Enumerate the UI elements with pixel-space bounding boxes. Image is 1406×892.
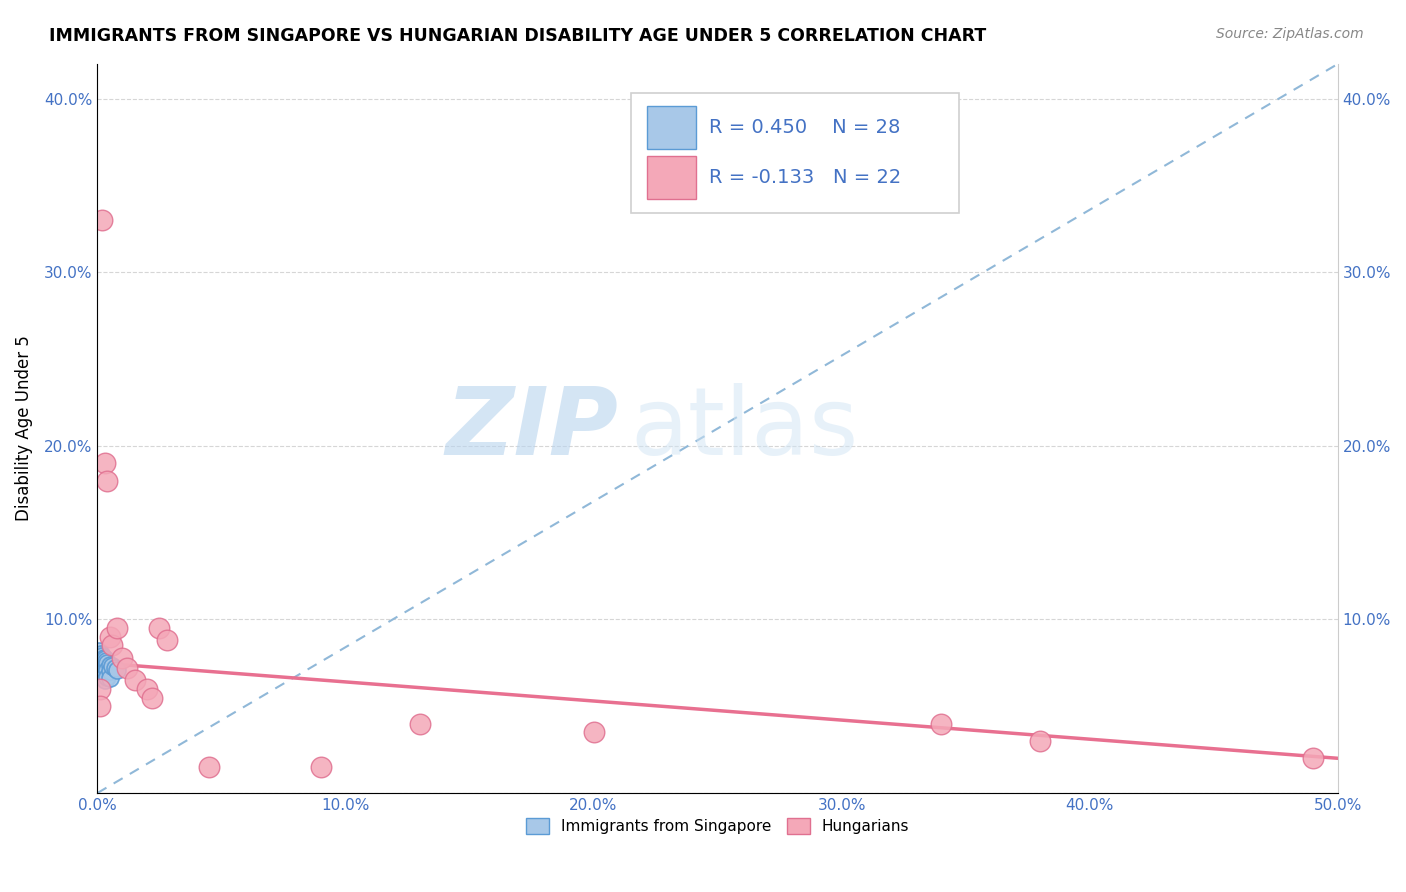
Point [89, 665, 111, 679]
Text: IMMIGRANTS FROM SINGAPORE VS HUNGARIAN DISABILITY AGE UNDER 5 CORRELATION CHART: IMMIGRANTS FROM SINGAPORE VS HUNGARIAN D… [49, 27, 987, 45]
Point [96, 670, 118, 684]
Point [87, 643, 110, 657]
Point [90, 654, 112, 668]
Point [89, 657, 111, 672]
Y-axis label: Disability Age Under 5: Disability Age Under 5 [15, 335, 32, 522]
Point [98, 665, 121, 679]
Point [105, 621, 128, 635]
Point [1029, 734, 1052, 748]
Point [96, 663, 118, 677]
FancyBboxPatch shape [647, 106, 696, 149]
Point [94, 666, 117, 681]
Point [104, 661, 127, 675]
Point [94, 456, 117, 470]
Point [124, 673, 146, 688]
Point [98, 672, 121, 686]
Point [91, 648, 114, 663]
Point [1302, 751, 1324, 765]
Point [96, 474, 118, 488]
Point [89, 681, 111, 696]
Point [148, 621, 170, 635]
Point [94, 659, 117, 673]
Point [115, 661, 138, 675]
Point [91, 663, 114, 677]
FancyBboxPatch shape [631, 94, 959, 213]
Point [91, 213, 114, 227]
Point [89, 650, 111, 665]
Point [582, 725, 605, 739]
Point [111, 650, 134, 665]
Point [96, 656, 118, 670]
Text: R = 0.450    N = 28: R = 0.450 N = 28 [709, 118, 900, 137]
Point [90, 661, 112, 675]
Point [94, 673, 117, 688]
Point [98, 657, 121, 672]
Point [105, 663, 128, 677]
Point [91, 656, 114, 670]
Text: ZIP: ZIP [446, 383, 619, 475]
Point [96, 661, 118, 675]
Point [156, 633, 179, 648]
Point [96, 654, 118, 668]
Point [98, 630, 121, 644]
Point [94, 652, 117, 666]
Text: Source: ZipAtlas.com: Source: ZipAtlas.com [1216, 27, 1364, 41]
FancyBboxPatch shape [647, 155, 696, 199]
Point [101, 639, 124, 653]
Point [929, 716, 952, 731]
Point [93, 657, 115, 672]
Point [198, 760, 221, 774]
Point [101, 659, 124, 673]
Point [90, 647, 112, 661]
Point [91, 670, 114, 684]
Point [93, 650, 115, 665]
Point [141, 690, 163, 705]
Text: R = -0.133   N = 22: R = -0.133 N = 22 [709, 168, 901, 186]
Legend: Immigrants from Singapore, Hungarians: Immigrants from Singapore, Hungarians [520, 812, 915, 840]
Point [409, 716, 432, 731]
Text: atlas: atlas [631, 383, 859, 475]
Point [309, 760, 332, 774]
Point [89, 699, 111, 714]
Point [136, 681, 159, 696]
